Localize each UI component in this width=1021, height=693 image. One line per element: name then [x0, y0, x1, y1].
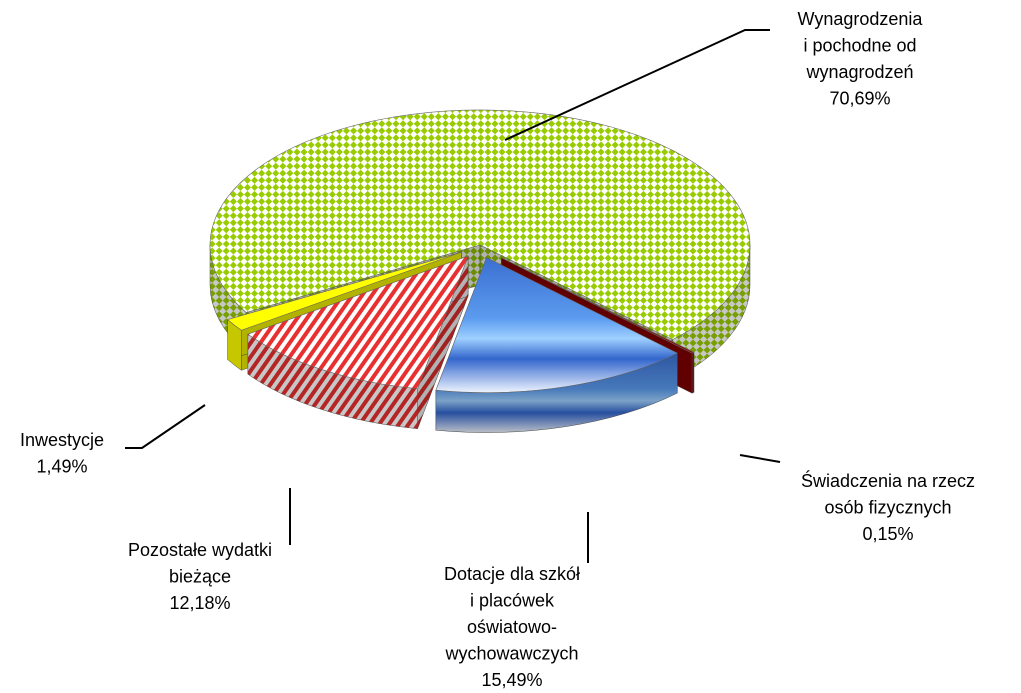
slice-label: oświatowo- — [467, 617, 557, 637]
slice-label: Dotacje dla szkół — [444, 564, 580, 584]
value-label: 15,49% — [481, 670, 542, 690]
slice-side-shade — [672, 245, 750, 380]
slice-label: wynagrodzeń — [805, 62, 913, 82]
leader-line — [125, 404, 206, 449]
slice-label: Inwestycje — [20, 430, 104, 450]
slice-label: Pozostałe wydatki — [128, 540, 272, 560]
slice-side-shade — [692, 352, 694, 394]
value-label: 1,49% — [36, 456, 87, 476]
value-label: 0,15% — [862, 524, 913, 544]
slice — [501, 257, 695, 354]
slice-side-shade — [227, 319, 242, 371]
slice — [435, 257, 678, 393]
slice-side-shade — [435, 353, 678, 433]
slice — [227, 251, 462, 331]
slice-label: wychowawczych — [444, 643, 578, 663]
slice — [209, 109, 751, 340]
leader-line — [504, 29, 770, 141]
slice-label: i placówek — [470, 590, 555, 610]
slice-label: Świadczenia na rzecz — [801, 470, 975, 491]
slice-label: i pochodne od — [803, 35, 916, 55]
value-label: 12,18% — [169, 593, 230, 613]
slice-label: Wynagrodzenia — [798, 9, 924, 29]
value-label: 70,69% — [829, 88, 890, 108]
slice-label: bieżące — [169, 566, 231, 586]
slice — [247, 255, 469, 390]
slice-label: osób fizycznych — [824, 497, 951, 517]
leader-line — [739, 454, 781, 463]
